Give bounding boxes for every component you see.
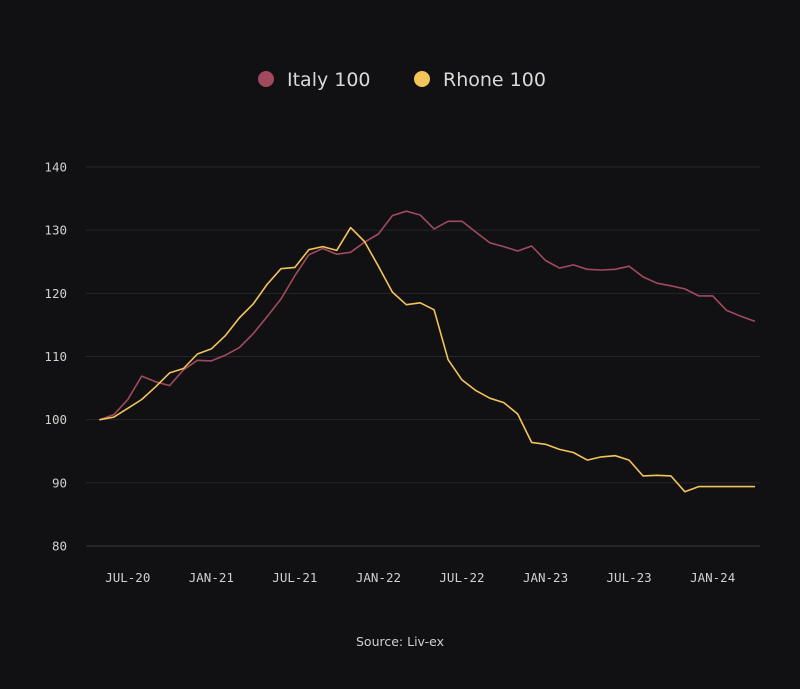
legend: Italy 100 Rhone 100 — [258, 69, 546, 91]
legend-marker — [414, 71, 430, 87]
source-caption: Source: Liv-ex — [356, 634, 444, 649]
legend-marker — [258, 71, 274, 87]
series-line-italy-100 — [99, 210, 756, 421]
legend-label: Rhone 100 — [443, 69, 546, 91]
x-tick-label: JAN-24 — [690, 570, 735, 585]
y-tick-label: 90 — [52, 475, 67, 490]
series-lines — [99, 210, 756, 493]
x-axis-ticks: JUL-20 JAN-21 JUL-21 JAN-22 JUL-22 JAN-23 JUL-… — [105, 570, 735, 585]
y-axis-ticks: 140 130 120 110 100 90 80 — [44, 160, 67, 554]
legend-label: Italy 100 — [287, 69, 371, 91]
y-tick-label: 130 — [44, 223, 67, 238]
y-tick-label: 140 — [44, 160, 67, 175]
y-tick-label: 120 — [44, 286, 67, 301]
gridlines — [86, 166, 760, 547]
y-tick-label: 110 — [44, 349, 67, 364]
x-tick-label: JUL-21 — [272, 570, 317, 585]
x-tick-label: JAN-21 — [189, 570, 234, 585]
x-tick-label: JAN-23 — [523, 570, 568, 585]
x-tick-label: JAN-22 — [356, 570, 401, 585]
x-tick-label: JUL-23 — [607, 570, 652, 585]
x-tick-label: JUL-20 — [105, 570, 150, 585]
series-line-rhone-100 — [99, 226, 756, 493]
y-tick-label: 80 — [52, 539, 67, 554]
x-tick-label: JUL-22 — [439, 570, 484, 585]
y-tick-label: 100 — [44, 412, 67, 427]
